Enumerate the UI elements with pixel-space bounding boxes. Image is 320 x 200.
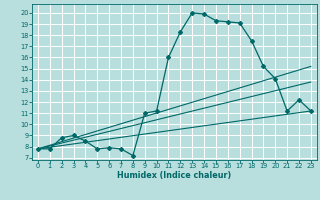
X-axis label: Humidex (Indice chaleur): Humidex (Indice chaleur) [117, 171, 232, 180]
